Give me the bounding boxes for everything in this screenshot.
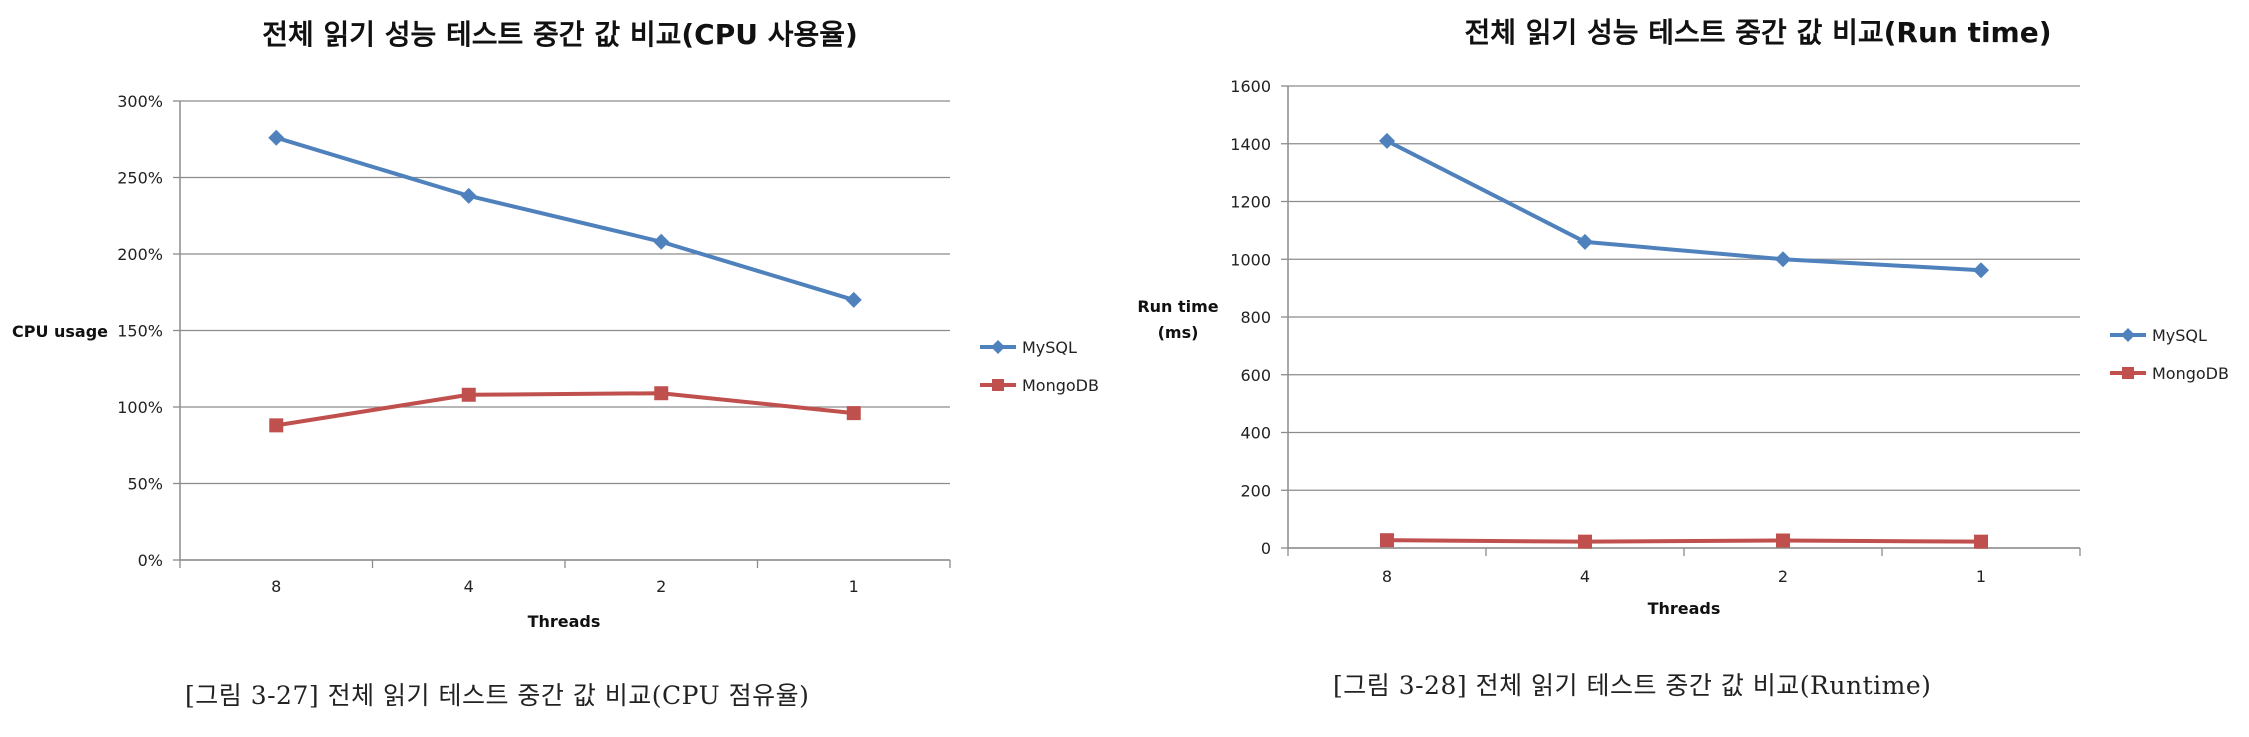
- y-tick-label: 1200: [1230, 193, 1271, 212]
- y-tick-label: 800: [1240, 308, 1271, 327]
- series-line-mysql: [1386, 139, 1982, 273]
- legend-marker-mongodb: [992, 379, 1004, 391]
- y-axis-label: Run time: [1137, 297, 1218, 316]
- series-line-mongodb: [275, 391, 854, 428]
- legend-label-mongodb: MongoDB: [1022, 376, 1099, 395]
- cpu-usage-chart-panel: 전체 읽기 성능 테스트 중간 값 비교(CPU 사용율) 0% 50% 100% 15…: [0, 0, 1120, 737]
- x-tick-label: 1: [1976, 567, 1986, 586]
- data-point-mongodb: [1380, 533, 1394, 548]
- chart-title: 전체 읽기 성능 테스트 중간 값 비교(Run time): [1464, 16, 2051, 49]
- x-tick-label: 8: [1382, 567, 1392, 586]
- chart-title: 전체 읽기 성능 테스트 중간 값 비교(CPU 사용율): [262, 18, 858, 51]
- series-line-mongodb: [1386, 538, 1982, 544]
- data-point-mysql: [845, 291, 862, 308]
- x-axis-label: Threads: [528, 612, 601, 631]
- y-tick-label: 100%: [117, 398, 163, 417]
- figure-caption-3-28: [그림 3-28] 전체 읽기 테스트 중간 값 비교(Runtime): [1333, 671, 1932, 700]
- data-point-mongodb: [654, 386, 669, 401]
- y-tick-label: 200: [1240, 481, 1271, 500]
- data-point-mysql: [1577, 233, 1593, 250]
- y-axis-label: CPU usage: [12, 322, 108, 341]
- x-tick-label: 4: [464, 577, 474, 596]
- x-axis-label: Threads: [1648, 599, 1721, 618]
- y-tick-label: 300%: [117, 92, 163, 111]
- figure-caption-3-27: [그림 3-27] 전체 읽기 테스트 중간 값 비교(CPU 점유율): [185, 681, 810, 710]
- x-tick-label: 8: [271, 577, 281, 596]
- legend-label-mongodb: MongoDB: [2152, 364, 2229, 383]
- data-point-mysql: [653, 233, 670, 250]
- cpu-usage-chart: 전체 읽기 성능 테스트 중간 값 비교(CPU 사용율) 0% 50% 100% 15…: [12, 18, 1099, 631]
- y-tick-label: 0%: [138, 551, 163, 570]
- data-point-mysql: [460, 187, 477, 204]
- y-tick-label: 1400: [1230, 135, 1271, 154]
- data-point-mongodb: [461, 387, 476, 402]
- data-point-mongodb: [1974, 534, 1988, 549]
- runtime-chart: 전체 읽기 성능 테스트 중간 값 비교(Run time) 0 200 400 600…: [1137, 16, 2229, 618]
- data-point-mysql: [1379, 132, 1395, 149]
- x-tick-label: 2: [1778, 567, 1788, 586]
- x-tick-label: 4: [1580, 567, 1590, 586]
- y-tick-label: 250%: [117, 169, 163, 188]
- series-line-mysql: [275, 135, 855, 302]
- data-point-mongodb: [1776, 533, 1790, 548]
- y-tick-label: 50%: [127, 475, 163, 494]
- y-tick-label: 200%: [117, 245, 163, 264]
- legend-marker-mysql: [991, 340, 1005, 354]
- legend-marker-mysql: [2121, 328, 2135, 342]
- y-axis-label: (ms): [1158, 323, 1199, 342]
- y-tick-label: 1600: [1230, 77, 1271, 96]
- y-tick-label: 0: [1261, 539, 1271, 558]
- legend-label-mysql: MySQL: [1022, 338, 1077, 357]
- runtime-chart-panel: 전체 읽기 성능 테스트 중간 값 비교(Run time) 0 200 400 600…: [1120, 0, 2249, 737]
- y-tick-label: 600: [1240, 366, 1271, 385]
- legend-marker-mongodb: [2122, 367, 2134, 379]
- data-point-mysql: [1775, 251, 1791, 268]
- y-tick-label: 400: [1240, 424, 1271, 443]
- x-tick-label: 1: [849, 577, 859, 596]
- data-point-mysql: [1973, 262, 1989, 279]
- y-tick-label: 1000: [1230, 250, 1271, 269]
- data-point-mongodb: [1578, 534, 1592, 549]
- data-point-mongodb: [846, 406, 861, 421]
- legend-label-mysql: MySQL: [2152, 326, 2207, 345]
- data-point-mysql: [268, 129, 285, 146]
- data-point-mongodb: [269, 418, 284, 433]
- x-tick-label: 2: [656, 577, 666, 596]
- y-tick-label: 150%: [117, 322, 163, 341]
